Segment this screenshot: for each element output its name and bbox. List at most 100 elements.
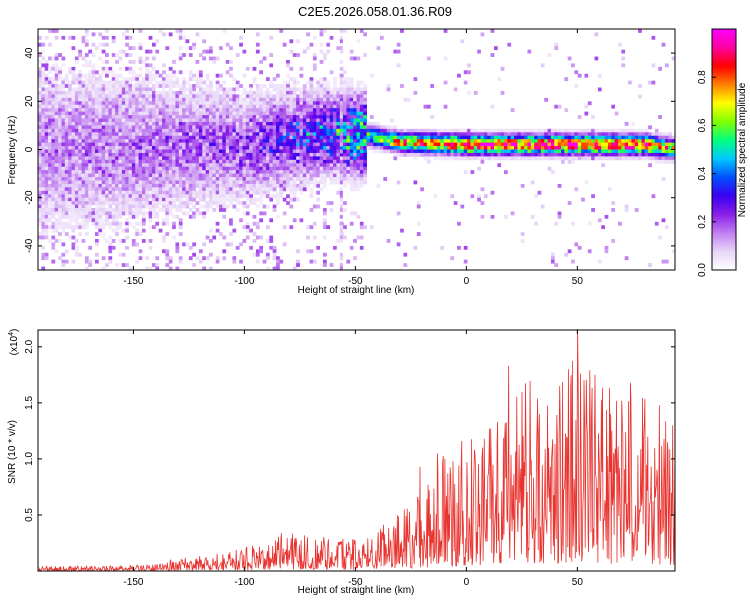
- spectrogram-cell: [54, 201, 59, 205]
- spectrogram-cell: [175, 183, 180, 188]
- spectrogram-cell: [108, 249, 113, 254]
- spectrogram-cell: [38, 190, 42, 195]
- spectrogram-cell: [118, 66, 123, 71]
- spectrogram-cell: [101, 84, 106, 88]
- spectrogram-cell: [286, 173, 290, 178]
- spectrogram-cell: [353, 239, 357, 243]
- spectrogram-cell: [54, 53, 59, 57]
- spectrogram-cell: [131, 190, 136, 195]
- spectrogram-cell: [58, 156, 62, 161]
- spectrogram-cell: [279, 87, 284, 92]
- spectrogram-cell: [286, 177, 290, 181]
- spectrogram-cell: [252, 139, 257, 144]
- spectrogram-cell: [71, 166, 76, 171]
- spectrogram-cell: [245, 149, 250, 154]
- spectrogram-cell: [353, 159, 357, 164]
- spectrogram-cell: [296, 263, 300, 267]
- spectrogram-cell: [74, 159, 79, 164]
- spectrogram-cell: [302, 173, 307, 178]
- spectrogram-cell: [58, 232, 62, 236]
- spectrogram-cell: [349, 221, 354, 226]
- spectrogram-cell: [178, 128, 183, 133]
- spectrogram-cell: [296, 39, 300, 44]
- spectrogram-cell: [111, 53, 116, 57]
- spectrogram-cell: [215, 183, 220, 188]
- spectrogram-cell: [155, 194, 160, 199]
- spectrogram-cell: [195, 94, 200, 99]
- spectrogram-cell: [198, 163, 203, 168]
- spectrogram-cell: [487, 142, 491, 147]
- spectrogram-cell: [249, 135, 253, 140]
- spectrogram-cell: [306, 108, 310, 113]
- spectrogram-cell: [61, 101, 66, 106]
- spectrogram-cell: [165, 146, 170, 150]
- spectrogram-cell: [346, 139, 351, 144]
- spectrogram-cell: [165, 125, 170, 130]
- spectrogram-cell: [38, 163, 42, 168]
- spectrogram-cell: [581, 149, 585, 154]
- spectrogram-cell: [202, 177, 207, 181]
- spectrogram-cell: [265, 187, 270, 192]
- spectrogram-cell: [406, 135, 411, 140]
- spectrogram-cell: [71, 173, 76, 178]
- spectrogram-cell: [597, 218, 602, 223]
- spectrogram-cell: [353, 87, 357, 92]
- spectrogram-cell: [115, 87, 119, 92]
- spectrogram-cell: [202, 90, 207, 95]
- spectrogram-cell: [319, 94, 324, 99]
- spectrogram-cell: [51, 225, 56, 230]
- spectrogram-cell: [41, 170, 46, 174]
- spectrogram-cell: [118, 80, 123, 85]
- spectrogram-cell: [232, 101, 237, 106]
- spectrogram-cell: [178, 194, 183, 199]
- spectrogram-cell: [64, 225, 69, 230]
- spectrogram-cell: [326, 139, 331, 144]
- spectrogram-cell: [88, 146, 93, 150]
- spectrogram-cell: [158, 180, 163, 185]
- spectrogram-cell: [138, 87, 143, 92]
- spectrogram-cell: [58, 187, 62, 192]
- spectrogram-cell: [591, 152, 595, 157]
- spectrogram-cell: [172, 173, 176, 178]
- spectrogram-cell: [94, 108, 99, 113]
- spectrogram-cell: [185, 170, 190, 174]
- spectrogram-cell: [235, 87, 240, 92]
- spectrogram-cell: [41, 177, 46, 181]
- spectrogram-cell: [128, 87, 133, 92]
- spectrogram-cell: [91, 218, 96, 223]
- spectrogram-cell: [172, 194, 176, 199]
- spectrogram-cell: [359, 183, 364, 188]
- spectrogram-cell: [125, 152, 129, 157]
- spectrogram-cell: [111, 135, 116, 140]
- spectrogram-cell: [410, 152, 414, 157]
- spectrogram-cell: [336, 156, 341, 161]
- spectrogram-cell: [353, 156, 357, 161]
- spectrogram-cell: [68, 84, 72, 88]
- spectrogram-cell: [48, 159, 52, 164]
- spectrogram-cell: [587, 149, 592, 154]
- spectrogram-cell: [359, 142, 364, 147]
- spectrogram-cell: [48, 80, 52, 85]
- spectrogram-cell: [597, 146, 602, 150]
- spectrogram-cell: [252, 80, 257, 85]
- spectrogram-cell: [165, 121, 170, 126]
- spectrogram-cell: [477, 197, 481, 202]
- spectrogram-cell: [158, 80, 163, 85]
- spectrogram-cell: [540, 142, 545, 147]
- spectrogram-cell: [242, 177, 247, 181]
- spectrogram-cell: [61, 111, 66, 116]
- spectrogram-cell: [571, 259, 575, 264]
- spectrogram-cell: [326, 87, 331, 92]
- spectrogram-cell: [182, 97, 186, 102]
- spectrogram-cell: [591, 156, 595, 161]
- spectrogram-cell: [68, 142, 72, 147]
- spectrogram-cell: [272, 266, 277, 271]
- spectrogram-cell: [249, 194, 253, 199]
- spectrogram-cell: [151, 142, 156, 147]
- spectrogram-cell: [185, 149, 190, 154]
- spectrogram-cell: [252, 190, 257, 195]
- spectrogram-cell: [141, 228, 146, 233]
- spectrogram-cell: [215, 159, 220, 164]
- spectrogram-cell: [497, 149, 502, 154]
- spectrogram-cell: [245, 152, 250, 157]
